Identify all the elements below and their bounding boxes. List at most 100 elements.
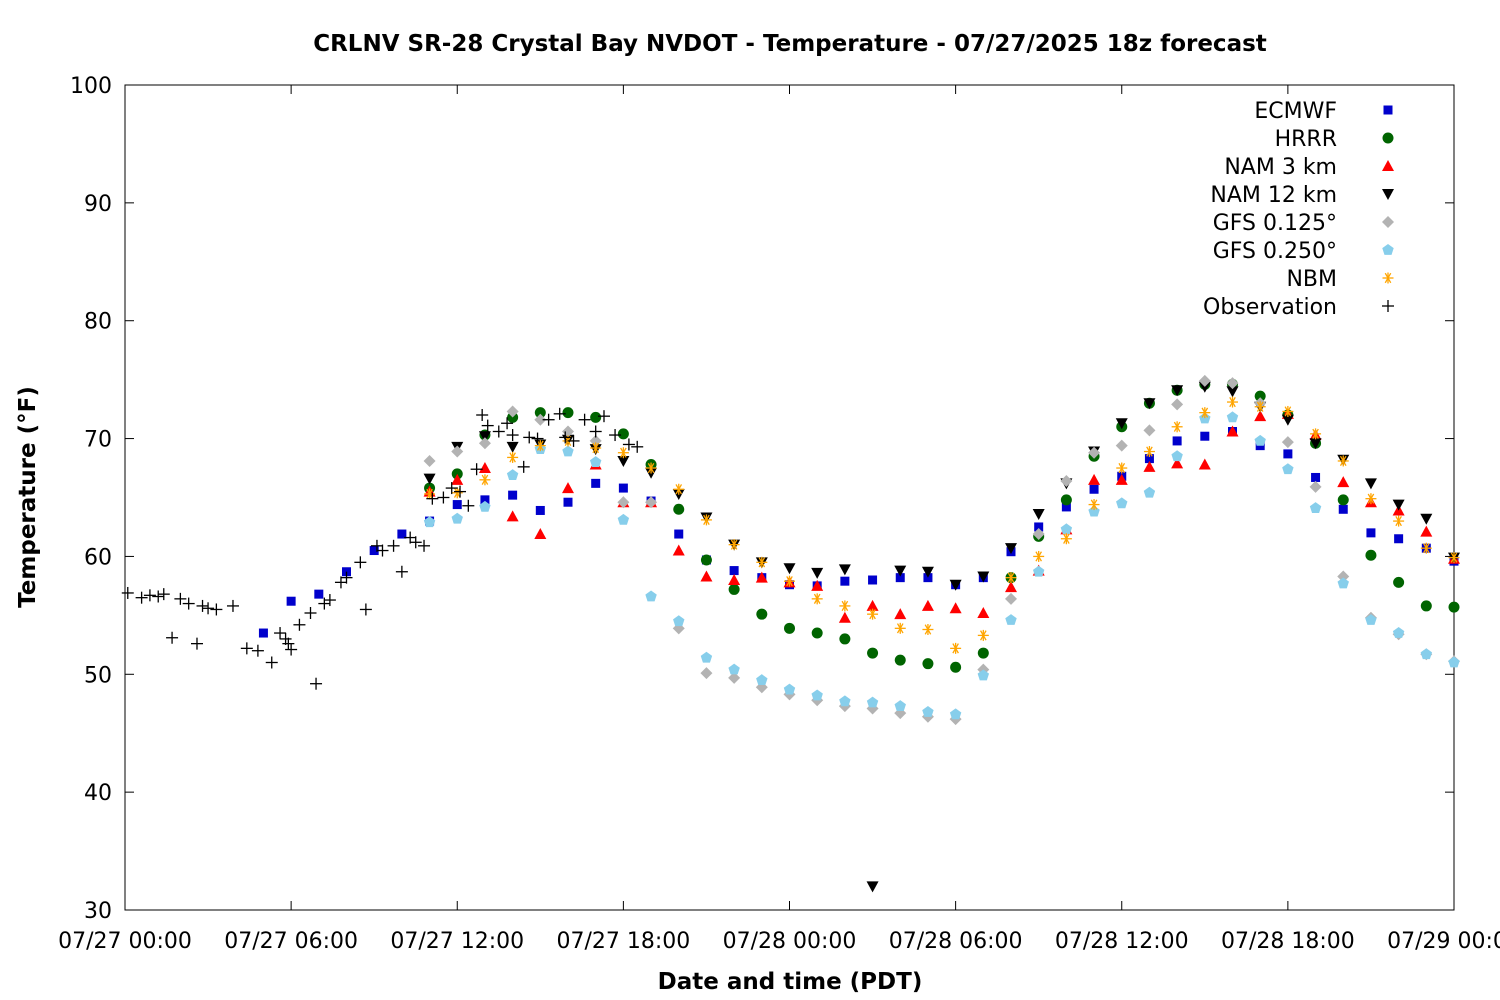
point-gfs-0-250	[1282, 463, 1294, 475]
point-gfs-0-250	[1032, 565, 1045, 577]
point-nbm	[1227, 396, 1238, 408]
point-nbm	[590, 442, 602, 454]
point-ecmwf	[729, 566, 739, 576]
point-observation	[578, 413, 591, 426]
point-nbm	[950, 642, 962, 654]
point-observation	[251, 644, 264, 657]
point-observation	[542, 413, 555, 426]
legend-marker-ecmwf	[1383, 105, 1393, 115]
data-points	[121, 374, 1460, 893]
point-nam-12-km	[838, 564, 851, 576]
point-nam-3-km	[894, 608, 907, 620]
point-nam-3-km	[506, 510, 519, 522]
point-nbm	[977, 629, 989, 641]
point-ecmwf	[452, 500, 462, 510]
y-tick-label: 100	[70, 74, 112, 99]
point-nbm	[673, 483, 685, 495]
point-gfs-0-125	[1115, 439, 1128, 452]
point-gfs-0-250	[1226, 411, 1239, 423]
point-nbm	[645, 462, 657, 474]
legend-label: GFS 0.250°	[1213, 239, 1337, 264]
point-observation	[462, 499, 475, 512]
point-observation	[121, 586, 134, 599]
point-gfs-0-250	[894, 700, 906, 711]
point-gfs-0-250	[1060, 523, 1073, 535]
y-tick-label: 50	[84, 663, 112, 688]
point-ecmwf	[1034, 522, 1044, 532]
point-observation	[359, 603, 372, 616]
point-nam-3-km	[811, 579, 824, 591]
point-ecmwf	[895, 573, 905, 583]
y-tick-label: 90	[84, 192, 112, 217]
point-nam-3-km	[1420, 525, 1433, 537]
point-nam-3-km	[1088, 473, 1101, 485]
point-nam-3-km	[866, 599, 879, 611]
y-tick-label: 80	[84, 310, 112, 335]
point-nam-3-km	[755, 571, 768, 583]
point-hrrr	[700, 554, 712, 566]
point-observation	[282, 637, 295, 650]
legend-entry-gfs-0-250: GFS 0.250°	[1213, 239, 1394, 264]
point-nam-3-km	[838, 611, 851, 623]
point-ecmwf	[1366, 528, 1376, 538]
point-observation	[274, 627, 287, 640]
legend-entry-ecmwf: ECMWF	[1254, 99, 1393, 124]
point-gfs-0-125	[423, 454, 436, 467]
point-observation	[210, 603, 223, 616]
point-hrrr	[1448, 601, 1460, 613]
point-observation	[631, 440, 644, 453]
point-nbm	[534, 440, 546, 452]
point-gfs-0-250	[645, 590, 657, 602]
y-tick-label: 40	[84, 781, 112, 806]
x-tick-label: 07/28 00:00	[723, 929, 857, 954]
legend-entry-nbm: NBM	[1286, 267, 1394, 292]
point-nam-3-km	[478, 462, 491, 474]
chart-title: CRLNV SR-28 Crystal Bay NVDOT - Temperat…	[313, 31, 1267, 57]
point-observation	[310, 677, 323, 690]
point-nam-3-km	[1254, 410, 1267, 422]
legend-label: ECMWF	[1254, 99, 1337, 124]
point-hrrr	[534, 407, 546, 419]
legend-label: NAM 12 km	[1210, 183, 1337, 208]
point-observation	[395, 565, 408, 578]
x-tick-label: 07/27 18:00	[556, 929, 690, 954]
point-ecmwf	[535, 505, 545, 515]
y-tick-label: 30	[84, 899, 112, 924]
point-gfs-0-250	[728, 663, 740, 675]
series-nam-12-km	[423, 381, 1460, 893]
point-ecmwf	[480, 495, 490, 505]
x-tick-label: 07/29 00:00	[1387, 929, 1500, 954]
point-observation	[426, 492, 439, 505]
point-observation	[265, 656, 278, 669]
point-gfs-0-125	[1171, 398, 1184, 411]
point-observation	[166, 631, 179, 644]
point-gfs-0-125	[1281, 436, 1294, 449]
point-hrrr	[673, 503, 685, 515]
x-axis-label: Date and time (PDT)	[658, 969, 923, 995]
point-observation	[376, 544, 389, 557]
point-hrrr	[1060, 494, 1072, 506]
point-nbm	[728, 539, 740, 551]
point-nbm	[1337, 455, 1349, 467]
point-ecmwf	[868, 575, 878, 585]
legend-label: HRRR	[1275, 127, 1337, 152]
point-nbm	[784, 575, 795, 587]
point-nbm	[1033, 550, 1045, 562]
x-tick-label: 07/27 12:00	[390, 929, 524, 954]
legend-entry-hrrr: HRRR	[1275, 127, 1394, 152]
point-nam-12-km	[866, 881, 879, 893]
point-hrrr	[894, 654, 906, 666]
point-observation	[506, 429, 519, 442]
point-nam-12-km	[617, 455, 630, 467]
point-hrrr	[756, 608, 768, 620]
point-ecmwf	[591, 478, 601, 488]
legend-marker-gfs-0-125	[1382, 216, 1394, 228]
point-gfs-0-250	[1309, 502, 1322, 513]
point-nam-12-km	[1032, 509, 1045, 520]
point-observation	[323, 594, 336, 607]
point-hrrr	[562, 407, 574, 419]
x-tick-label: 07/28 18:00	[1221, 929, 1355, 954]
point-observation	[404, 531, 417, 544]
point-nam-12-km	[1005, 543, 1017, 555]
point-observation	[492, 425, 505, 438]
